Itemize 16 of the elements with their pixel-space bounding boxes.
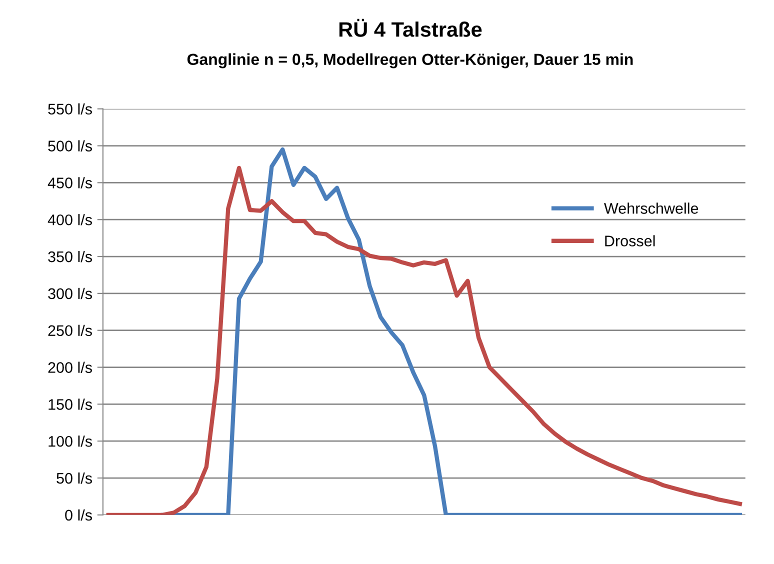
y-tick-label: 400 l/s [48, 214, 92, 226]
y-tick-label: 0 l/s [65, 509, 92, 521]
y-tick-label: 350 l/s [48, 250, 92, 262]
y-tick-label: 450 l/s [48, 177, 92, 188]
y-tick-label: 50 l/s [56, 472, 92, 484]
y-tick-label: 550 l/s [48, 103, 92, 115]
y-tick-label: 200 l/s [48, 362, 92, 373]
y-tick-label: 150 l/s [48, 398, 92, 410]
chart-title: RÜ 4 Talstraße [339, 18, 482, 37]
legend-label: Drossel [605, 235, 655, 246]
y-tick-label: 100 l/s [48, 436, 92, 447]
legend-label: Wehrschwelle [604, 202, 698, 214]
y-tick-label: 300 l/s [48, 288, 92, 300]
y-tick-label: 250 l/s [48, 324, 92, 336]
chart-subtitle: Ganglinie n = 0,5, Modellregen Otter-Königer, Dauer 15 min [187, 53, 633, 68]
y-tick-label: 500 l/s [48, 140, 92, 152]
